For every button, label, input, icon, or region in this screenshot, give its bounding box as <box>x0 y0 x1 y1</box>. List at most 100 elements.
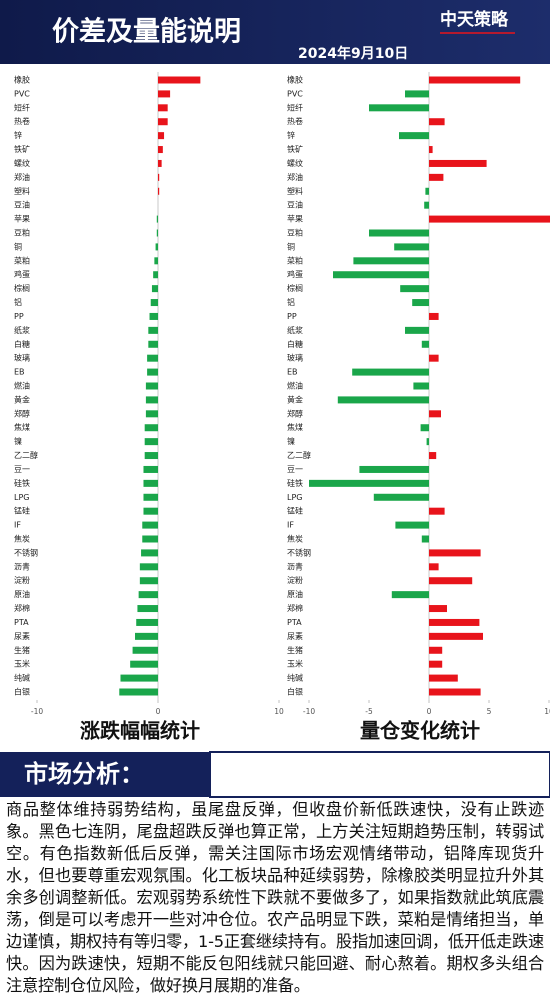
bar <box>132 646 158 654</box>
bar <box>337 396 429 404</box>
bar <box>391 591 429 599</box>
bar <box>309 479 429 487</box>
bar <box>143 465 158 473</box>
category-label: 焦炭 <box>287 534 303 544</box>
category-label: 铁矿 <box>287 144 303 154</box>
bar <box>413 382 429 390</box>
category-label: 白银 <box>287 687 303 697</box>
category-label: 燃油 <box>287 381 303 391</box>
bar <box>429 452 437 460</box>
x-tick-label: 10 <box>274 707 284 716</box>
category-label: 燃油 <box>14 381 30 391</box>
analysis-text: 商品整体维持弱势结构，虽尾盘反弹，但收盘价新低跌速快，没有止跌迹象。黑色七连阴，… <box>6 800 544 995</box>
category-label: 豆粕 <box>14 228 30 238</box>
x-tick-label: -10 <box>31 707 43 716</box>
category-label: 原油 <box>14 589 30 599</box>
bar <box>421 535 429 543</box>
bar <box>158 90 171 98</box>
bar <box>425 187 429 195</box>
category-label: 郑棉 <box>287 603 303 613</box>
bar <box>153 271 158 279</box>
bar <box>412 299 429 307</box>
category-label: PTA <box>287 618 302 627</box>
category-label: 锌 <box>14 130 22 140</box>
category-label: 尿素 <box>287 631 303 641</box>
bar <box>158 187 160 195</box>
category-label: EB <box>287 368 298 377</box>
chart-area: 价差及量能说明 2024年9月10日 中天策略 市场分析： -10 0 10 橡胶 PV… <box>0 0 550 798</box>
bar <box>144 438 158 446</box>
category-label: 硅铁 <box>287 478 303 488</box>
category-label: 淀粉 <box>287 575 303 585</box>
category-label: 铁矿 <box>14 144 30 154</box>
bar <box>429 76 521 84</box>
bar <box>353 257 429 265</box>
category-label: 焦煤 <box>287 422 303 432</box>
bar <box>429 410 441 418</box>
category-label: 白糖 <box>287 339 303 349</box>
bar <box>429 173 444 181</box>
bar <box>144 424 158 432</box>
bar <box>420 424 429 432</box>
category-label: PP <box>287 312 297 321</box>
category-label: 原油 <box>287 589 303 599</box>
bar <box>151 285 158 293</box>
bar <box>405 90 429 98</box>
bar <box>429 354 439 362</box>
category-label: 锰硅 <box>14 506 30 516</box>
category-label: 塑料 <box>287 186 303 196</box>
category-label: 焦炭 <box>14 534 30 544</box>
category-label: 锌 <box>287 130 295 140</box>
logo: 中天策略 <box>440 9 509 30</box>
bar <box>429 563 439 571</box>
bar <box>145 382 158 390</box>
bar <box>149 312 158 320</box>
category-label: 棕榈 <box>287 283 303 293</box>
header-title: 价差及量能说明 <box>52 16 241 48</box>
bar <box>138 591 158 599</box>
category-label: 不锈钢 <box>14 547 38 557</box>
category-label: 郑油 <box>14 172 30 182</box>
category-label: 郑醇 <box>287 408 303 418</box>
category-label: 苹果 <box>14 214 30 224</box>
bar <box>429 159 487 167</box>
x-tick-label: 10 <box>544 707 550 716</box>
section-title: 市场分析： <box>24 760 144 788</box>
bar <box>158 146 163 154</box>
bar <box>352 368 429 376</box>
category-label: 锰硅 <box>287 506 303 516</box>
bar <box>155 243 158 251</box>
category-label: 橡胶 <box>287 75 303 85</box>
bar <box>399 132 429 140</box>
category-label: 镍 <box>287 436 295 446</box>
bar <box>130 660 158 668</box>
bar <box>137 605 158 613</box>
bar <box>429 605 447 613</box>
bar <box>429 146 433 154</box>
bar <box>429 118 445 126</box>
category-label: 郑醇 <box>14 408 30 418</box>
category-label: 铜 <box>14 241 22 251</box>
bar <box>158 159 162 167</box>
category-label: 玉米 <box>14 659 30 669</box>
category-label: PVC <box>14 89 30 98</box>
category-label: 螺纹 <box>14 158 30 168</box>
bar <box>429 688 481 696</box>
category-label: 焦煤 <box>14 422 30 432</box>
section-box <box>209 751 550 798</box>
bar <box>143 493 158 501</box>
bar <box>142 521 158 529</box>
category-label: PP <box>14 312 24 321</box>
category-label: 生猪 <box>287 645 303 655</box>
bar <box>143 507 158 515</box>
bar <box>136 618 158 626</box>
bar <box>429 674 458 682</box>
x-tick-label: 0 <box>427 707 432 716</box>
category-label: 螺纹 <box>287 158 303 168</box>
category-label: 镍 <box>14 436 22 446</box>
bar <box>424 201 429 209</box>
category-label: 铜 <box>287 241 295 251</box>
bar <box>148 340 158 348</box>
category-label: LPG <box>14 493 29 502</box>
category-label: 短纤 <box>14 102 30 112</box>
